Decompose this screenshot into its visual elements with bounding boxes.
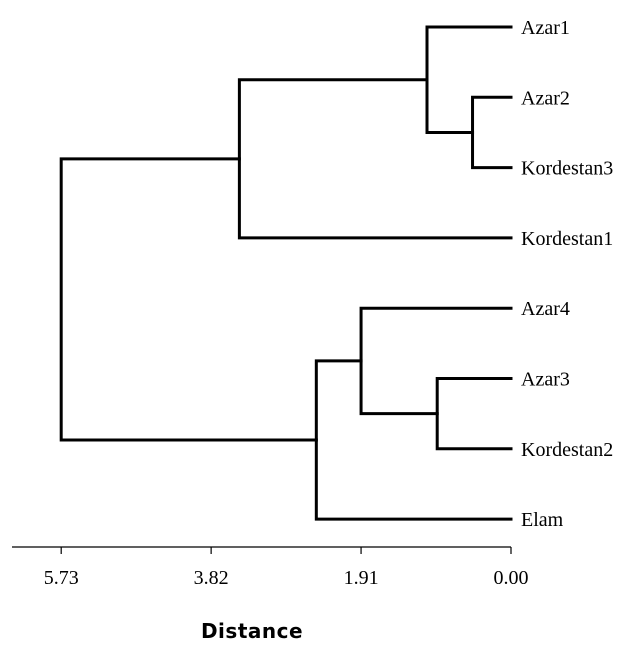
leaf-label-azar4: Azar4 (521, 298, 570, 320)
branch-merge-6 (314, 359, 513, 521)
leaf-label-kordestan2: Kordestan2 (521, 439, 613, 461)
leaf-label-kordestan1: Kordestan1 (521, 228, 613, 250)
branch-merge-3 (237, 78, 513, 240)
dendrogram-branches (59, 25, 513, 521)
axis-title: Distance (201, 619, 303, 643)
leaf-label-kordestan3: Kordestan3 (521, 158, 613, 180)
branch-merge-7 (59, 157, 318, 442)
leaf-label-azar3: Azar3 (521, 369, 570, 391)
distance-axis: 5.73 3.82 1.91 0.00 (12, 546, 529, 589)
leaf-label-azar2: Azar2 (521, 87, 570, 109)
axis-tick-label: 1.91 (344, 567, 379, 589)
leaf-label-azar1: Azar1 (521, 17, 570, 39)
leaf-labels: Azar1 Azar2 Kordestan3 Kordestan1 Azar4 Azar3… (521, 17, 613, 531)
branch-merge-1 (471, 95, 513, 170)
axis-tick-label: 0.00 (494, 567, 529, 589)
axis-tick-label: 3.82 (194, 567, 229, 589)
leaf-label-elam: Elam (521, 509, 564, 531)
axis-tick-label: 5.73 (44, 567, 79, 589)
axis-ticks: 5.73 3.82 1.91 0.00 (44, 547, 529, 589)
branch-merge-4 (435, 377, 513, 451)
branch-merge-2 (425, 25, 513, 134)
